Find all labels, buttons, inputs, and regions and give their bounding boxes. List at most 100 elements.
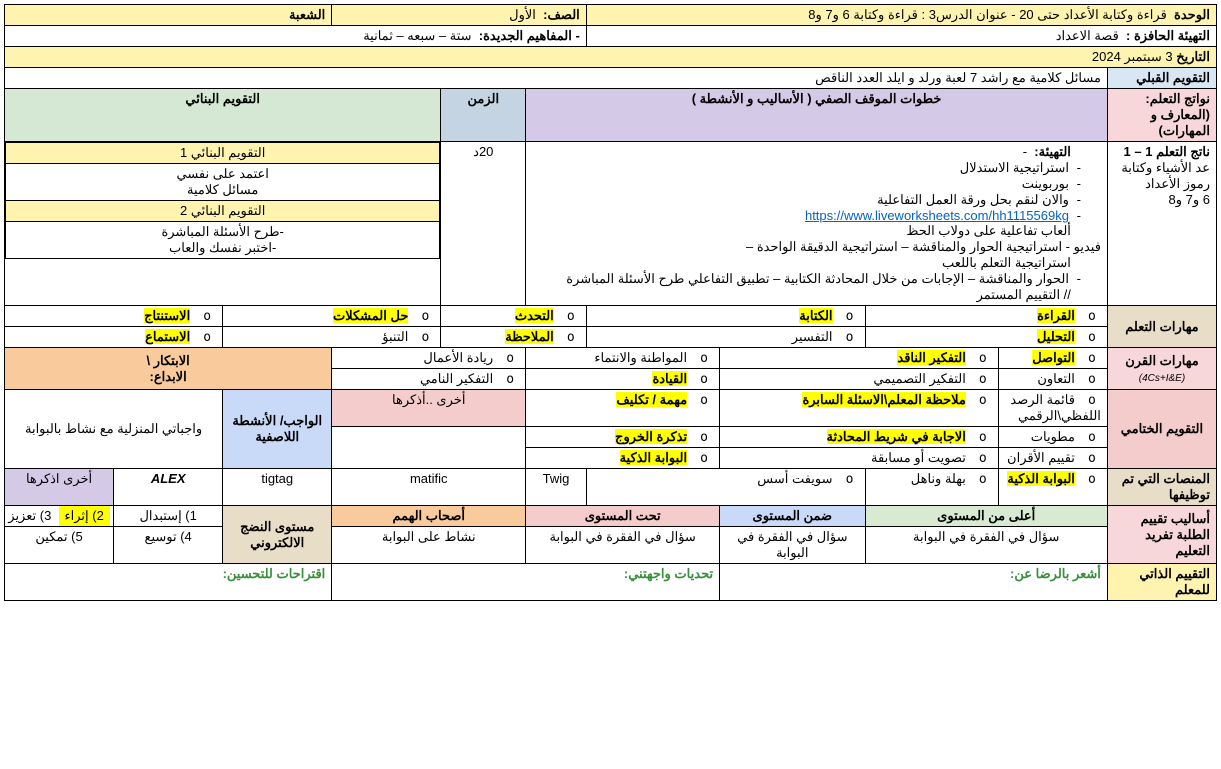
skill-analysis: التحليل <box>1037 329 1075 344</box>
final-c1r3: تقييم الأقران <box>1007 450 1075 465</box>
motivating-value: قصة الاعداد <box>1056 28 1119 43</box>
diff-maturity: مستوى النضج الالكتروني <box>223 506 332 564</box>
skill-inference: الاستنتاج <box>144 308 190 323</box>
prep-label: التهيئة: <box>1034 144 1071 159</box>
skill-writing: الكتابة <box>799 308 832 323</box>
pretest-label: التقويم القبلي <box>1107 68 1216 89</box>
step-line: ألعاب تفاعلية على دولاب الحظ <box>532 223 1101 239</box>
formative-cell: التقويم البنائي 1 اعتمد على نفسيمسائل كل… <box>5 142 441 306</box>
final-c2r1: ملاحظة المعلم\الاسئلة السابرة <box>802 392 965 407</box>
step-line: الحوار والمناقشة – الإجابات من خلال المح… <box>532 271 1081 287</box>
skill-speaking: التحدث <box>515 308 554 323</box>
hw-label: الواجب/ الأنشطة اللاصفية <box>223 390 332 469</box>
diff-label: أساليب تقييم الطلبة تفريد التعليم <box>1107 506 1216 564</box>
step-line: استراتيجية التعلم باللعب <box>532 255 1101 271</box>
outcome-l2: رموز الأعداد <box>1145 176 1210 191</box>
section-label: الشعبة <box>5 5 332 26</box>
c-lead: القيادة <box>652 371 687 386</box>
c-innov2: الابداع: <box>150 369 187 384</box>
self-chal: تحديات واجهتني: <box>332 564 720 601</box>
skill-problem: حل المشكلات <box>333 308 408 323</box>
formative-label: التقويم البنائي <box>5 89 441 142</box>
final-other: أخرى ..أذكرها <box>332 390 526 427</box>
step-item: والان لنقم بحل ورقة العمل التفاعلية <box>532 192 1081 208</box>
concepts-label: - المفاهيم الجديدة: <box>479 28 580 43</box>
century-label: مهارات القرن <box>1125 353 1199 368</box>
steps-cell: التهيئة: - استراتيجية الاستدلال بوربوينت… <box>526 142 1108 306</box>
self-sat: أشعر بالرضا عن: <box>720 564 1108 601</box>
q1: سؤال في الفقرة في البوابة <box>865 527 1107 564</box>
lesson-plan-table: الوحدة قراءة وكتابة الأعداد حتى 20 - عنو… <box>4 4 1217 601</box>
c-design: التفكير التصميمي <box>873 371 966 386</box>
skill-interpret: التفسير <box>792 329 833 344</box>
c-coop: التعاون <box>1037 371 1075 386</box>
step-item: استراتيجية الاستدلال <box>532 160 1081 176</box>
outcome-l1: عد الأشياء وكتابة <box>1121 160 1210 175</box>
date-value: 3 سبتمبر 2024 <box>1092 49 1173 64</box>
time-label: الزمن <box>441 89 526 142</box>
skills-label: مهارات التعلم <box>1107 306 1216 348</box>
c-growth: التفكير النامي <box>420 371 493 386</box>
unit-text: قراءة وكتابة الأعداد حتى 20 - عنوان الدر… <box>808 7 1167 22</box>
header-row: الوحدة قراءة وكتابة الأعداد حتى 20 - عنو… <box>5 5 1217 26</box>
final-c3r1: مهمة / تكليف <box>616 392 687 407</box>
outcome-title: ناتج التعلم 1 – 1 <box>1124 144 1210 159</box>
self-sug: اقتراحات للتحسين: <box>5 564 332 601</box>
platforms-label: المنصات التي تم توظيفها <box>1107 469 1216 506</box>
grade-value: الأول <box>509 7 536 22</box>
skill-predict: التنبؤ <box>382 329 408 344</box>
skill-reading: القراءة <box>1037 308 1075 323</box>
m4: 4) توسيع <box>114 527 223 564</box>
step-line: // التقييم المستمر <box>532 287 1101 303</box>
concepts-value: ستة – سبعه – ثمانية <box>363 28 471 43</box>
final-c1r2: مطويات <box>1031 429 1075 444</box>
diff-within: ضمن المستوى <box>720 506 865 527</box>
f2-title: التقويم البنائي 2 <box>6 201 440 222</box>
c-critical: التفكير الناقد <box>897 350 965 365</box>
diff-owners: أصحاب الهمم <box>332 506 526 527</box>
m1: 1) إستبدال <box>114 506 223 527</box>
final-c3r2: تذكرة الخروج <box>615 429 687 444</box>
m3: 3) تعزيز <box>8 508 51 523</box>
c-comm: التواصل <box>1032 350 1075 365</box>
p-alex: ALEX <box>114 469 223 506</box>
p-matific: matific <box>332 469 526 506</box>
p-nahla: بهلة وناهل <box>911 471 966 486</box>
final-label: التقويم الختامي <box>1107 390 1216 469</box>
outcome-l3: 6 و7 و8 <box>1169 192 1210 207</box>
final-c1r1: قائمة الرصد اللفظي\الرقمي <box>1010 392 1101 423</box>
q3: سؤال في الفقرة في البوابة <box>526 527 720 564</box>
p-swift: سويفت أسس <box>757 471 832 486</box>
p-tigtag: tigtag <box>223 469 332 506</box>
step-line: فيديو - استراتيجية الحوار والمناقشة – اس… <box>532 239 1101 255</box>
m2: 2) إثراء <box>59 506 110 526</box>
date-label: التاريخ <box>1176 49 1210 64</box>
diff-above: أعلى من المستوى <box>865 506 1107 527</box>
unit-label: الوحدة <box>1174 7 1210 22</box>
diff-below: تحت المستوى <box>526 506 720 527</box>
f2-b: -اختبر نفسك والعاب <box>169 240 276 255</box>
outcome-cell: ناتج التعلم 1 – 1 عد الأشياء وكتابة رموز… <box>1107 142 1216 306</box>
final-c2r2: الاجابة في شريط المحادثة <box>827 429 966 444</box>
f1-a: اعتمد على نفسي <box>176 166 268 181</box>
act: نشاط على البوابة <box>332 527 526 564</box>
pretest-value: مسائل كلامية مع راشد 7 لعبة ورلد و ايلد … <box>5 68 1108 89</box>
skill-listen: الاستماع <box>145 329 190 344</box>
p-portal: البوابة الذكية <box>1007 471 1075 486</box>
c-entr: ريادة الأعمال <box>423 350 493 365</box>
steps-label: خطوات الموقف الصفي ( الأساليب و الأنشطة … <box>526 89 1108 142</box>
outcomes-label: نواتج التعلم: (المعارف و المهارات) <box>1107 89 1216 142</box>
f1-title: التقويم البنائي 1 <box>6 143 440 164</box>
final-c2r3: تصويت أو مسابقة <box>871 450 966 465</box>
f2-a: -طرح الأسئلة المباشرة <box>161 224 283 239</box>
step-item: بوربوينت <box>532 176 1081 192</box>
skill-observe: الملاحظة <box>505 329 554 344</box>
final-c3r3: البوابة الذكية <box>620 450 688 465</box>
century-sub: (4Cs+I&E) <box>1139 373 1185 384</box>
m5: 5) تمكين <box>5 527 114 564</box>
self-label: التقييم الذاتي للمعلم <box>1107 564 1216 601</box>
q2: سؤال في الفقرة في البوابة <box>720 527 865 564</box>
p-other: أخرى اذكرها <box>5 469 114 506</box>
worksheet-link[interactable]: https://www.liveworksheets.com/hh1115569… <box>805 208 1069 223</box>
motivating-label: التهيئة الحافزة : <box>1126 28 1210 43</box>
